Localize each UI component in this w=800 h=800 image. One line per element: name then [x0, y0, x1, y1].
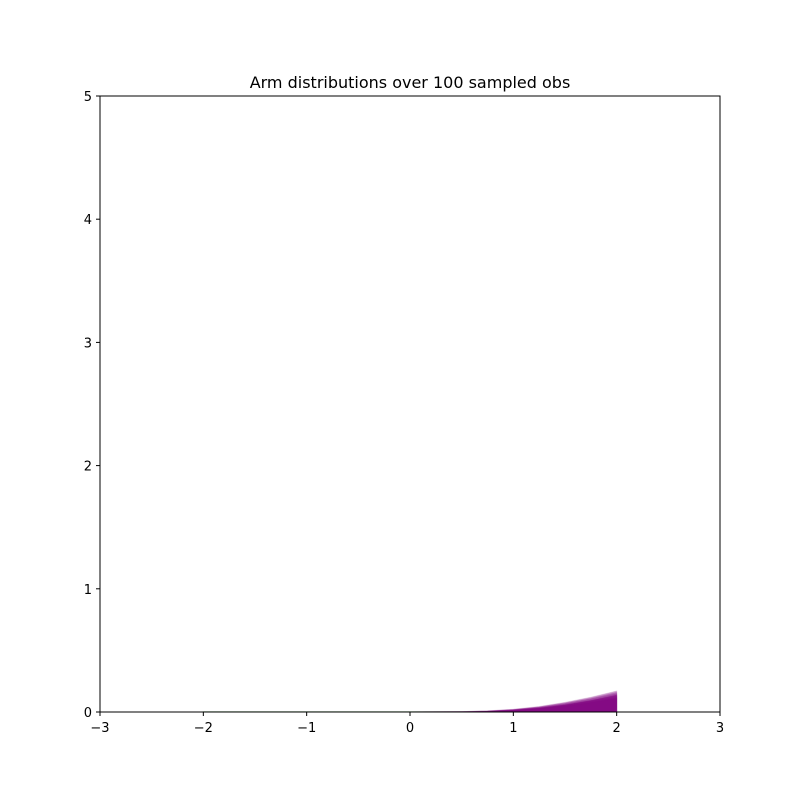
x-tick-label: 2 — [613, 721, 621, 736]
y-tick-label: 3 — [84, 336, 92, 351]
y-tick-label: 1 — [84, 583, 92, 598]
x-tick-label: −1 — [297, 721, 316, 736]
y-tick-label: 4 — [84, 213, 92, 228]
x-tick-label: 1 — [509, 721, 517, 736]
x-tick-label: 3 — [716, 721, 724, 736]
x-tick-label: −2 — [194, 721, 213, 736]
axes: −3 −2 −1 0 1 2 3 0 1 2 3 4 5 — [84, 90, 724, 736]
x-tick-label: −3 — [90, 721, 109, 736]
chart-title: Arm distributions over 100 sampled obs — [250, 73, 571, 92]
y-tick-label: 2 — [84, 460, 92, 475]
y-tick-label: 5 — [84, 90, 92, 105]
y-tick-label: 0 — [84, 706, 92, 721]
x-tick-label: 0 — [406, 721, 414, 736]
